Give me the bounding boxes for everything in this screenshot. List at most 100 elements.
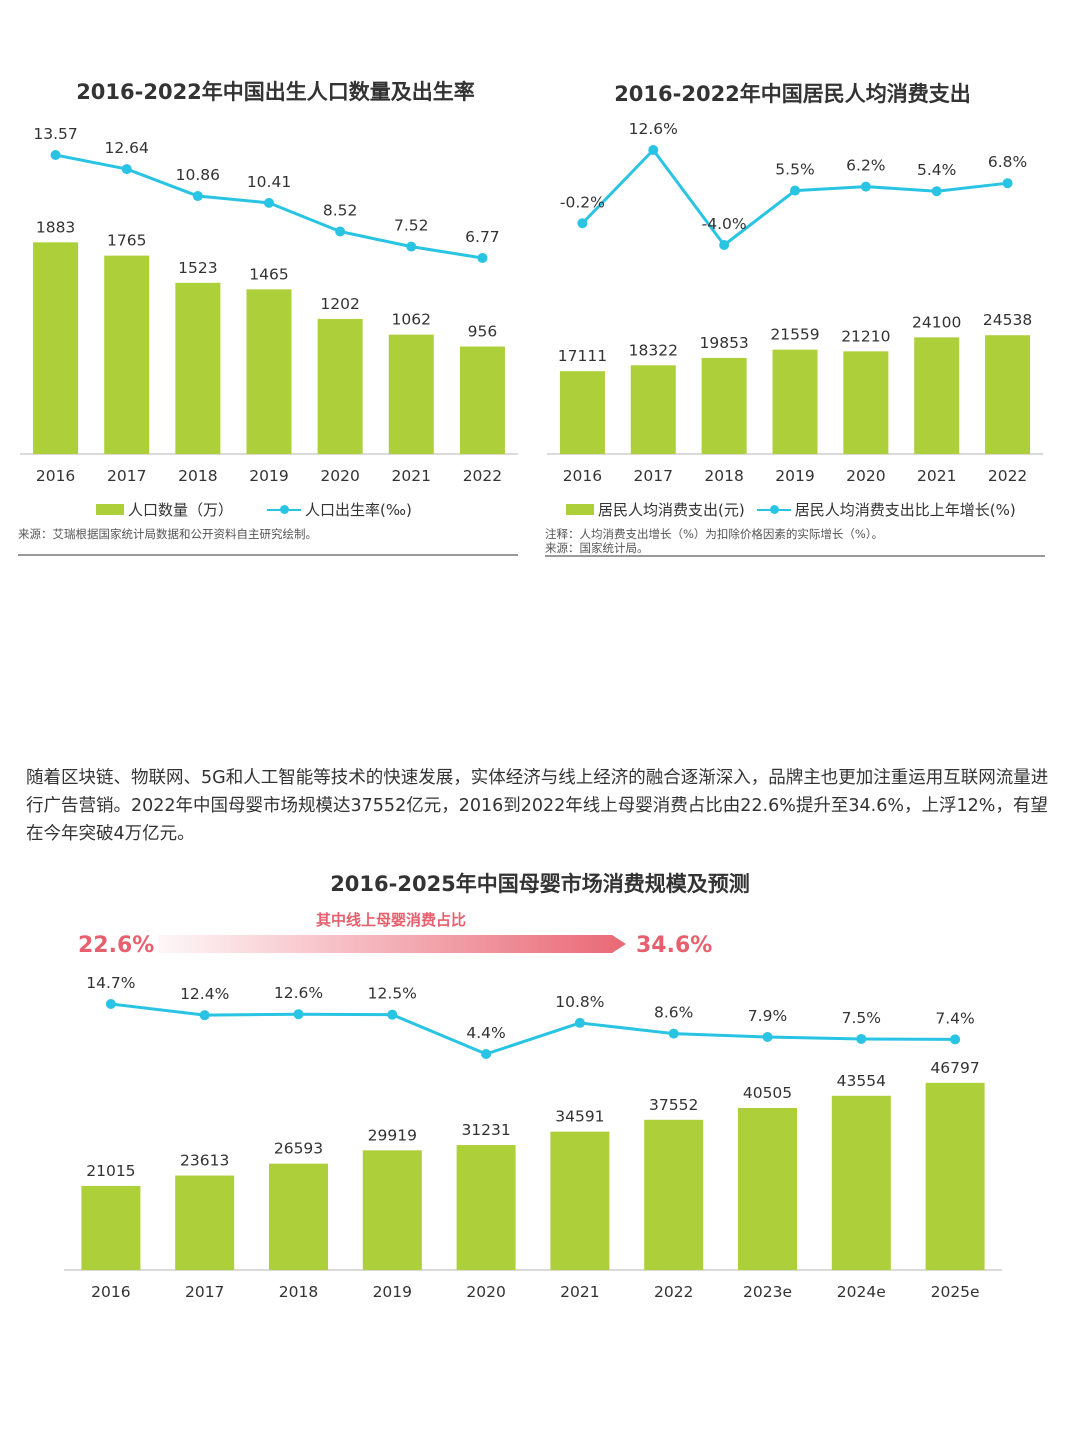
chart1-legend: 人口数量（万） 人口出生率(‰) (96, 499, 412, 520)
chart3-line-point (856, 1033, 867, 1044)
chart3-x-tick-label: 2018 (279, 1283, 318, 1301)
chart1-bar (459, 346, 505, 454)
chart3-bar-label: 46797 (930, 1059, 979, 1077)
chart2-plot: 17111 2016 18322 2017 19853 2018 21559 2019 2121… (547, 120, 1043, 485)
chart1-line-point (406, 241, 417, 252)
chart3-x-tick-label: 2025e (931, 1283, 980, 1301)
chart1-x-tick-label: 2020 (320, 467, 359, 485)
chart3-bar-label: 31231 (461, 1121, 510, 1139)
chart1-legend-bar-label: 人口数量（万） (128, 501, 234, 519)
chart1-plot: 1883 2016 1765 2017 1523 2018 1465 2019 1202 2020… (20, 125, 518, 485)
chart3-bar-label: 23613 (180, 1152, 229, 1170)
chart3-line-label: 4.4% (466, 1024, 505, 1042)
chart3-annotation-label: 其中线上母婴消费占比 (316, 911, 466, 929)
chart2-x-tick-label: 2017 (634, 467, 673, 485)
chart1-legend-line-swatch (267, 504, 302, 514)
chart1-bar-label: 956 (468, 323, 498, 341)
chart2-bar (701, 357, 747, 454)
chart2-bar (843, 351, 889, 454)
chart3-line-point (293, 1009, 304, 1020)
chart1-bar (246, 289, 292, 454)
chart3-line-point (387, 1009, 398, 1020)
chart3-line-label: 12.6% (274, 984, 323, 1002)
chart3-bar (831, 1095, 891, 1270)
chart3-line-label: 7.5% (842, 1009, 881, 1027)
chart1-line-label: 8.52 (323, 201, 358, 219)
chart1-bar-label: 1523 (178, 259, 217, 277)
chart2-line-point (577, 218, 588, 229)
chart3-bar-label: 40505 (743, 1084, 792, 1102)
chart2-bar-label: 19853 (699, 334, 748, 352)
chart1-line-point (192, 191, 203, 202)
chart3-line-label: 12.4% (180, 985, 229, 1003)
chart1-line-label: 6.77 (465, 228, 500, 246)
chart3-bar (738, 1107, 797, 1270)
chart2-line-point (648, 145, 659, 155)
chart1-bar (33, 242, 79, 454)
chart3-bar-label: 34591 (555, 1108, 604, 1126)
chart2-bar-label: 21210 (841, 327, 890, 345)
chart2-legend: 居民人均消费支出(元) 居民人均消费支出比上年增长(%) (566, 499, 1016, 520)
chart1-line-point (335, 226, 346, 237)
chart3-bar-label: 21015 (86, 1162, 135, 1180)
chart1-bar-label: 1062 (392, 311, 431, 329)
chart2-bar-label: 24538 (983, 311, 1032, 329)
chart3-bar (175, 1175, 235, 1270)
chart3-title: 2016-2025年中国母婴市场消费规模及预测 (330, 872, 750, 896)
chart2-line-label: 5.5% (775, 161, 814, 179)
chart3-bar (81, 1185, 141, 1270)
chart1-x-tick-label: 2017 (107, 467, 146, 485)
chart3-line-point (199, 1010, 210, 1021)
chart3-x-tick-label: 2020 (466, 1283, 505, 1301)
chart2-bar (630, 365, 676, 454)
chart1-legend-line-label: 人口出生率(‰) (305, 501, 412, 519)
chart2-title: 2016-2022年中国居民人均消费支出 (614, 82, 971, 106)
chart2-line-point (719, 240, 730, 250)
chart2-source-note: 来源：国家统计局。 (545, 541, 649, 555)
chart3-x-tick-label: 2023e (743, 1283, 792, 1301)
chart3-bar (644, 1119, 704, 1270)
chart2-bar-label: 21559 (770, 326, 819, 344)
chart3-line-label: 8.6% (654, 1004, 693, 1022)
chart3-line-point (574, 1017, 585, 1028)
chart2-legend-bar-label: 居民人均消费支出(元) (598, 501, 745, 519)
chart1-bar-label: 1202 (320, 295, 359, 313)
chart2-legend-line-swatch (756, 504, 791, 514)
chart1-line-point (50, 150, 61, 160)
chart1-title: 2016-2022年中国出生人口数量及出生率 (76, 80, 475, 104)
chart3-line-label: 7.9% (748, 1007, 787, 1025)
chart1-line-label: 13.57 (33, 125, 77, 143)
chart2-x-tick-label: 2020 (846, 467, 885, 485)
chart1-legend-bar-swatch (96, 504, 124, 515)
chart1-bar-label: 1765 (107, 232, 146, 250)
chart2-bar-label: 24100 (912, 313, 961, 331)
chart2-note: 注释：人均消费支出增长（%）为扣除价格因素的实际增长（%）。 (545, 527, 884, 541)
chart1-source-note: 来源：艾瑞根据国家统计局数据和公开资料自主研究绘制。 (18, 527, 317, 541)
chart2-line-point (860, 181, 871, 192)
chart1-line-label: 10.41 (247, 173, 291, 191)
chart2-line-point (790, 185, 800, 196)
chart3-bar (362, 1150, 422, 1270)
chart1-bar (317, 318, 363, 454)
chart1-bottom-divider (18, 554, 518, 556)
chart3-bar (269, 1163, 328, 1270)
chart3-line-label: 14.7% (86, 974, 135, 992)
chart3-x-tick-label: 2019 (373, 1283, 412, 1301)
chart1-bar (104, 255, 150, 454)
chart3-plot: 21015 2016 23613 2017 26593 2018 29919 2019 3123… (64, 911, 1002, 1301)
chart2-line-label: -4.0% (702, 215, 747, 233)
chart3-bar-label: 26593 (274, 1140, 323, 1158)
chart3-x-tick-label: 2024e (837, 1283, 886, 1301)
chart3-annotation-start-value: 22.6% (78, 933, 154, 958)
chart1-line-point (121, 164, 132, 175)
chart1-line-point (264, 197, 274, 208)
chart1-bar (388, 334, 434, 454)
chart1-x-tick-label: 2021 (392, 467, 431, 485)
chart1-line-label: 12.64 (105, 139, 149, 157)
body-paragraph: 随着区块链、物联网、5G和人工智能等技术的快速发展，实体经济与线上经济的融合逐渐… (26, 768, 1049, 844)
chart3-line-point (762, 1032, 773, 1043)
chart2-bar (559, 371, 605, 454)
chart3-x-tick-label: 2022 (654, 1283, 693, 1301)
chart3-line-label: 7.4% (935, 1009, 974, 1027)
chart2-x-tick-label: 2019 (775, 467, 814, 485)
